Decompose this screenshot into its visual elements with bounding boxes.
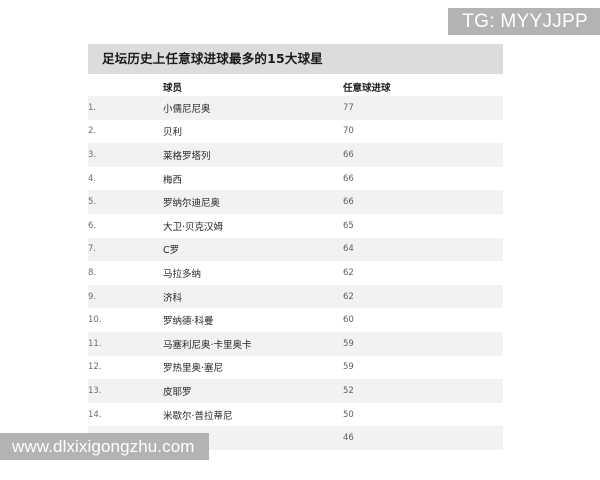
cell-rank: 9. (88, 284, 163, 309)
cell-rank: 4. (88, 166, 163, 191)
table-row: 10. 罗纳德·科曼 60 (88, 308, 503, 332)
cell-player-name: 罗热里奥·塞尼 (163, 355, 343, 380)
table-row: 9. 济科 62 (88, 284, 503, 309)
cell-rank: 10. (88, 308, 163, 332)
table-row: 14. 米歇尔·普拉蒂尼 50 (88, 402, 503, 427)
cell-player-name: 济科 (163, 284, 343, 309)
cell-freekick-goals: 70 (343, 119, 503, 144)
table-row: 1. 小儒尼尼奥 77 (88, 96, 503, 120)
cell-freekick-goals: 77 (343, 96, 503, 120)
cell-freekick-goals: 62 (343, 284, 503, 309)
cell-freekick-goals: 62 (343, 261, 503, 285)
table-header-row: 球员 任意球进球 (88, 74, 503, 96)
cell-player-name: 梅西 (163, 166, 343, 191)
cell-rank: 7. (88, 237, 163, 262)
column-header-rank (88, 74, 163, 96)
cell-player-name: 马拉多纳 (163, 261, 343, 285)
cell-player-name: 罗纳德·科曼 (163, 308, 343, 332)
cell-player-name: 马塞利尼奥·卡里奥卡 (163, 331, 343, 356)
table-row: 3. 莱格罗塔列 66 (88, 143, 503, 167)
cell-freekick-goals: 66 (343, 143, 503, 167)
cell-freekick-goals: 65 (343, 213, 503, 238)
cell-rank: 1. (88, 96, 163, 120)
table-row: 12. 罗热里奥·塞尼 59 (88, 355, 503, 380)
cell-freekick-goals: 66 (343, 190, 503, 214)
watermark-bottom-left: www.dlxixigongzhu.com (0, 433, 209, 460)
cell-rank: 5. (88, 190, 163, 214)
cell-rank: 3. (88, 143, 163, 167)
cell-rank: 12. (88, 355, 163, 380)
column-header-freekick-goals: 任意球进球 (343, 74, 503, 96)
cell-freekick-goals: 60 (343, 308, 503, 332)
cell-freekick-goals: 52 (343, 379, 503, 403)
table-row: 11. 马塞利尼奥·卡里奥卡 59 (88, 331, 503, 356)
cell-player-name: 米歇尔·普拉蒂尼 (163, 402, 343, 427)
cell-rank: 14. (88, 402, 163, 427)
table-row: 2. 贝利 70 (88, 119, 503, 144)
cell-player-name: 贝利 (163, 119, 343, 144)
column-header-player: 球员 (163, 74, 343, 96)
cell-freekick-goals: 64 (343, 237, 503, 262)
ranking-card: 足坛历史上任意球进球最多的15大球星 球员 任意球进球 1. 小儒尼尼奥 77 2. 贝… (88, 44, 503, 450)
cell-player-name: 小儒尼尼奥 (163, 96, 343, 120)
table-row: 4. 梅西 66 (88, 166, 503, 191)
cell-rank: 2. (88, 119, 163, 144)
cell-freekick-goals: 59 (343, 355, 503, 380)
cell-player-name: 莱格罗塔列 (163, 143, 343, 167)
cell-player-name: 罗纳尔迪尼奥 (163, 190, 343, 214)
table-row: 7. C罗 64 (88, 237, 503, 262)
cell-player-name: 皮耶罗 (163, 379, 343, 403)
table-header: 球员 任意球进球 (88, 74, 503, 96)
cell-rank: 8. (88, 261, 163, 285)
table-row: 5. 罗纳尔迪尼奥 66 (88, 190, 503, 214)
table-row: 13. 皮耶罗 52 (88, 379, 503, 403)
cell-player-name: C罗 (163, 237, 343, 262)
cell-rank: 11. (88, 331, 163, 356)
table-row: 8. 马拉多纳 62 (88, 261, 503, 285)
cell-freekick-goals: 66 (343, 166, 503, 191)
ranking-table: 球员 任意球进球 1. 小儒尼尼奥 77 2. 贝利 70 3. 莱格罗塔列 66 4. 梅西 66 5… (88, 74, 503, 450)
cell-freekick-goals: 50 (343, 402, 503, 427)
cell-rank: 13. (88, 379, 163, 403)
table-body: 1. 小儒尼尼奥 77 2. 贝利 70 3. 莱格罗塔列 66 4. 梅西 66 5. 罗纳尔迪尼奥 66… (88, 96, 503, 450)
cell-player-name: 大卫·贝克汉姆 (163, 213, 343, 238)
page-title: 足坛历史上任意球进球最多的15大球星 (88, 44, 503, 74)
table-row: 6. 大卫·贝克汉姆 65 (88, 213, 503, 238)
cell-rank: 6. (88, 213, 163, 238)
cell-freekick-goals: 59 (343, 331, 503, 356)
cell-freekick-goals: 46 (343, 426, 503, 450)
watermark-top-right: TG: MYYJJPP (448, 8, 600, 35)
